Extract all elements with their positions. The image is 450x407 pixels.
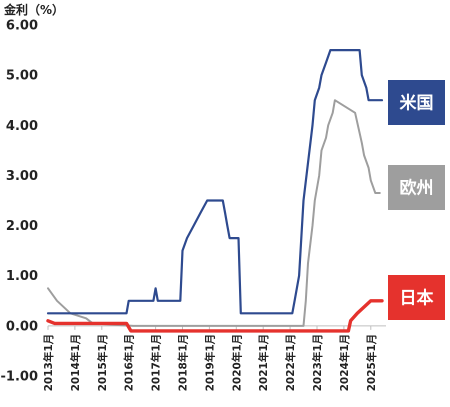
y-tick-label: 0.00 xyxy=(6,319,38,334)
y-axis: -1.00 0.00 1.00 2.00 3.00 4.00 5.00 6.00 xyxy=(1,19,38,385)
x-tick-label: 2014年1月 xyxy=(69,334,82,392)
x-tick-label: 2013年1月 xyxy=(42,334,55,392)
legend-box-us xyxy=(388,80,445,125)
x-tick-label: 2016年1月 xyxy=(123,334,136,392)
x-tick-label: 2019年1月 xyxy=(203,334,216,392)
legend-label-japan: 日本 xyxy=(400,288,434,309)
x-tick-label: 2018年1月 xyxy=(176,334,189,392)
y-tick-label: -1.00 xyxy=(1,370,38,385)
x-axis: 2013年1月 2014年1月 2015年1月 2016年1月 2017年1月 2018年… xyxy=(42,325,386,392)
y-tick-label: 6.00 xyxy=(6,19,38,34)
x-tick-label: 2015年1月 xyxy=(96,334,109,392)
legend-label-europe: 欧州 xyxy=(400,178,434,199)
x-tick-label: 2021年1月 xyxy=(257,334,270,392)
legend-item-japan: 日本 xyxy=(388,275,445,320)
y-tick-label: 1.00 xyxy=(6,269,38,284)
x-tick-label: 2020年1月 xyxy=(230,334,243,392)
y-tick-label: 5.00 xyxy=(6,69,38,84)
x-tick-label: 2025年1月 xyxy=(365,334,378,392)
x-tick-label: 2023年1月 xyxy=(311,334,324,392)
series-line-europe xyxy=(47,99,381,327)
legend-label-us: 米国 xyxy=(400,93,434,114)
series-line-us xyxy=(46,48,384,315)
x-tick-label: 2024年1月 xyxy=(338,334,351,392)
legend-box-europe xyxy=(388,165,445,210)
legend-item-us: 米国 xyxy=(388,80,445,125)
series-lines xyxy=(46,48,384,333)
x-tick-label: 2017年1月 xyxy=(150,334,163,392)
x-tick-label: 2022年1月 xyxy=(284,334,297,392)
y-tick-label: 2.00 xyxy=(6,219,38,234)
legend-item-europe: 欧州 xyxy=(388,165,445,210)
series-line-japan xyxy=(46,299,384,333)
legend-box-japan xyxy=(388,275,445,320)
y-axis-unit-label: 金利（%） xyxy=(3,2,64,17)
y-tick-label: 4.00 xyxy=(6,119,38,134)
y-tick-label: 3.00 xyxy=(6,169,38,184)
